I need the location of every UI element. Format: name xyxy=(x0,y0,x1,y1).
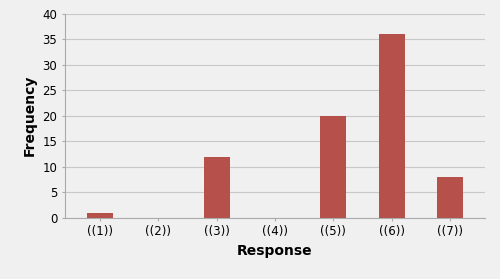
Bar xyxy=(378,34,405,218)
Y-axis label: Frequency: Frequency xyxy=(23,75,37,157)
Bar xyxy=(204,157,230,218)
Bar xyxy=(437,177,463,218)
X-axis label: Response: Response xyxy=(237,244,313,258)
Bar xyxy=(320,116,346,218)
Bar xyxy=(87,213,113,218)
